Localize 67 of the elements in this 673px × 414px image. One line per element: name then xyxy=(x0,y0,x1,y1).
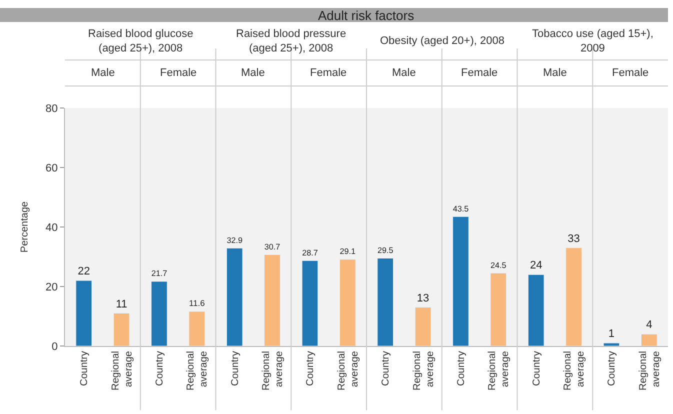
x-tick-label: Country xyxy=(230,351,241,386)
text: Male xyxy=(543,67,567,79)
text: Female xyxy=(310,67,347,79)
x-tick-label: Country xyxy=(154,351,166,386)
text: Obesity (aged 20+), 2008 xyxy=(380,35,504,47)
x-tick-label: Country xyxy=(456,351,467,386)
bar xyxy=(339,259,356,346)
bar xyxy=(603,342,620,346)
data-label: 22 xyxy=(78,266,90,278)
y-tick-label: 80 xyxy=(46,102,58,115)
bar xyxy=(566,248,582,346)
data-label: 4 xyxy=(646,319,652,332)
x-tick-label: Regional average xyxy=(412,350,436,390)
x-tick-label: Regional average xyxy=(562,350,587,390)
bar xyxy=(188,311,206,346)
x-tick-label: Country xyxy=(531,351,542,386)
text: Raised blood pressure (aged 25+), 2008 xyxy=(236,28,346,54)
data-label: 21.7 xyxy=(151,269,168,278)
chart-title: Adult risk factors xyxy=(318,8,415,23)
text: Female xyxy=(461,67,498,79)
bar xyxy=(113,313,130,346)
text: Raised blood glucose (aged 25+), 2008 xyxy=(88,28,194,54)
bar xyxy=(377,258,394,346)
bar xyxy=(264,254,280,346)
x-tick-label: Regional average xyxy=(186,350,210,390)
y-tick-label: 60 xyxy=(46,162,58,174)
text: Female xyxy=(612,67,649,79)
data-label: 24.5 xyxy=(490,260,507,270)
data-label: 30.7 xyxy=(264,242,281,252)
bar xyxy=(76,280,92,346)
x-tick-label: Regional average xyxy=(261,350,286,390)
data-label: 24 xyxy=(530,260,542,272)
y-tick-label: 0 xyxy=(52,340,58,353)
x-tick-label: Regional average xyxy=(336,350,360,390)
text: Male xyxy=(91,67,115,79)
data-label: 29.5 xyxy=(377,246,394,256)
text: Male xyxy=(241,67,265,79)
bar xyxy=(302,260,318,346)
data-label: 11 xyxy=(116,298,128,310)
data-label: 28.7 xyxy=(302,248,318,258)
bar xyxy=(226,248,243,346)
bar xyxy=(151,281,168,346)
x-tick-label: Regional average xyxy=(638,350,662,390)
data-label: 29.1 xyxy=(340,247,356,256)
bar xyxy=(640,334,658,346)
text: Male xyxy=(392,67,416,79)
text: Female xyxy=(160,67,197,79)
text: Tobacco use (aged 15+), 2009 xyxy=(532,28,654,54)
data-label: 43.5 xyxy=(452,204,470,214)
data-label: 13 xyxy=(416,292,430,304)
data-label: 1 xyxy=(608,328,615,340)
bar xyxy=(490,272,507,346)
data-label: 11.6 xyxy=(189,298,206,308)
x-tick-label: Country xyxy=(380,351,392,386)
bar xyxy=(414,307,432,346)
y-axis-title: Percentage xyxy=(20,200,31,253)
x-tick-label: Regional average xyxy=(110,350,134,390)
x-tick-label: Country xyxy=(606,351,618,386)
x-tick-label: Regional average xyxy=(487,350,512,390)
x-tick-label: Country xyxy=(305,351,316,386)
y-tick-label: 40 xyxy=(46,222,58,234)
bar xyxy=(528,274,544,346)
y-tick-label: 20 xyxy=(46,281,58,294)
data-label: 32.9 xyxy=(226,236,243,245)
data-label: 33 xyxy=(568,232,580,245)
x-tick-label: Country xyxy=(79,351,90,386)
bar xyxy=(452,216,469,346)
